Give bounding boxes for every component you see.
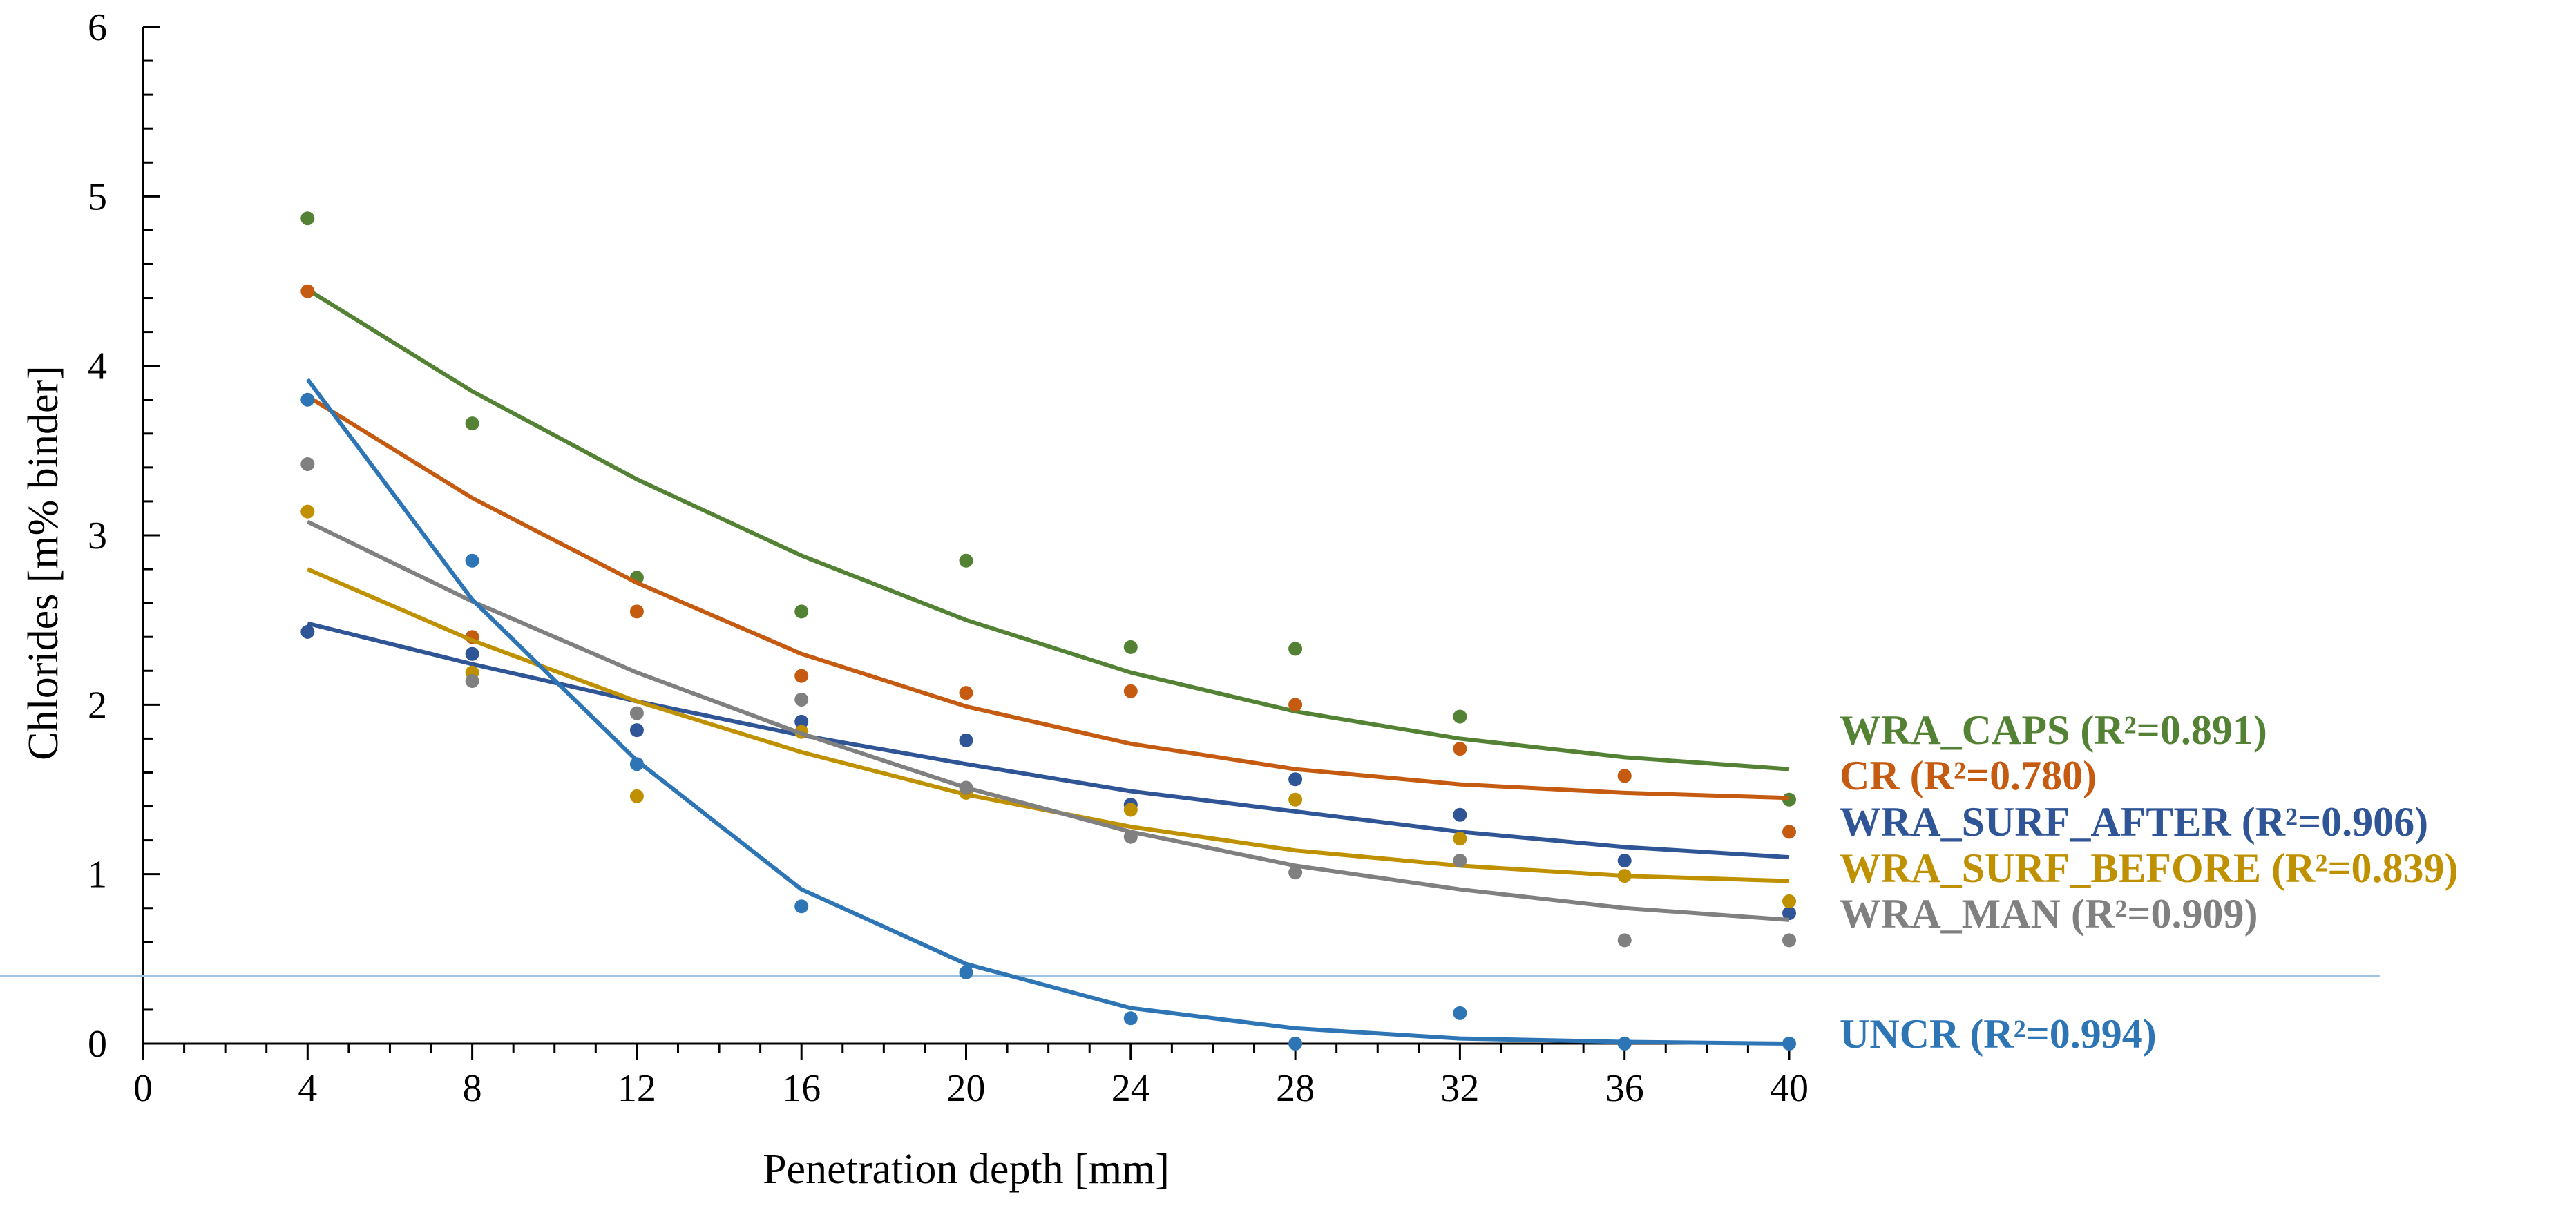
data-point [300,392,315,407]
data-point [300,457,315,471]
series-label: CR (R²=0.780) [1840,753,2097,798]
y-tick-label: 2 [88,684,107,727]
x-tick-label: 16 [782,1067,821,1110]
series-cr [300,284,1796,839]
data-point [794,714,809,729]
x-tick-label: 8 [463,1067,482,1110]
x-axis-title: Penetration depth [mm] [763,1146,1170,1193]
data-point [1617,933,1632,948]
series-wra-caps [300,211,1796,807]
data-point [1617,854,1632,868]
series-uncr [300,378,1796,1051]
data-point [300,624,315,639]
data-point [959,733,973,747]
data-point [959,553,973,568]
data-point [629,757,644,771]
data-point [794,669,809,683]
data-point [1782,894,1796,908]
data-point [1782,825,1796,839]
data-point [794,692,809,707]
data-point [794,899,809,914]
data-point [1453,854,1467,868]
data-point [1288,698,1303,712]
data-point [959,686,973,700]
data-point [1288,642,1303,656]
y-tick-label: 0 [88,1023,107,1066]
data-point [1123,684,1138,698]
series-label: WRA_MAN (R²=0.909) [1840,891,2258,937]
data-point [1123,803,1138,817]
data-point [1453,742,1467,756]
data-point [1453,709,1467,724]
y-tick-label: 1 [88,854,107,897]
x-tick-label: 4 [298,1067,317,1110]
data-point [1453,832,1467,846]
data-point [1617,1037,1632,1051]
data-point [1288,772,1303,787]
series-label: WRA_SURF_AFTER (R²=0.906) [1840,799,2428,845]
x-tick-label: 0 [133,1067,153,1110]
data-point [1617,869,1632,883]
fit-line [306,394,1790,800]
data-point [629,706,644,720]
series-labels: WRA_CAPS (R²=0.891)CR (R²=0.780)WRA_SURF… [1840,707,2459,1057]
y-tick-label: 3 [88,515,107,557]
series-label: WRA_CAPS (R²=0.891) [1840,707,2267,753]
data-point [1782,906,1796,921]
series-label: UNCR (R²=0.994) [1840,1011,2157,1057]
data-point [1123,830,1138,844]
data-point [1782,1037,1796,1051]
y-tick-label: 4 [88,345,107,388]
x-tick-label: 32 [1440,1067,1479,1110]
data-point [1288,865,1303,880]
series-label: WRA_SURF_BEFORE (R²=0.839) [1840,845,2459,891]
data-point [1453,807,1467,822]
x-tick-label: 24 [1112,1067,1150,1110]
x-tick-label: 20 [947,1067,986,1110]
series-wra-surf-before [300,504,1796,908]
fit-line [305,378,1790,1046]
y-tick-label: 6 [88,6,107,49]
data-point [629,723,644,738]
data-point [959,780,973,795]
y-axis-title: Chlorides [m% binder] [20,365,67,760]
data-point [629,789,644,803]
data-point [300,504,315,519]
data-point [1453,1006,1467,1020]
data-point [1288,1037,1303,1051]
data-point [1617,769,1632,783]
x-tick-label: 12 [618,1067,656,1110]
fit-line [306,519,1790,922]
data-point [629,604,644,619]
data-point [465,553,479,568]
series-wra-surf-after [300,621,1796,921]
x-tick-label: 28 [1276,1067,1315,1110]
data-point [1123,1011,1138,1026]
series-wra-man [300,457,1796,948]
data-point [465,673,479,688]
x-tick-label: 36 [1605,1067,1644,1110]
y-tick-label: 5 [88,175,107,218]
fit-line [306,287,1790,771]
data-point [300,284,315,298]
x-tick-label: 40 [1770,1067,1809,1110]
data-point [1288,792,1303,807]
data-point [300,211,315,226]
data-point [959,965,973,979]
data-point [1123,640,1138,654]
data-point [1782,933,1796,948]
series-layer [300,211,1796,1051]
data-point [465,646,479,661]
data-point [465,416,479,431]
data-point [794,604,809,619]
